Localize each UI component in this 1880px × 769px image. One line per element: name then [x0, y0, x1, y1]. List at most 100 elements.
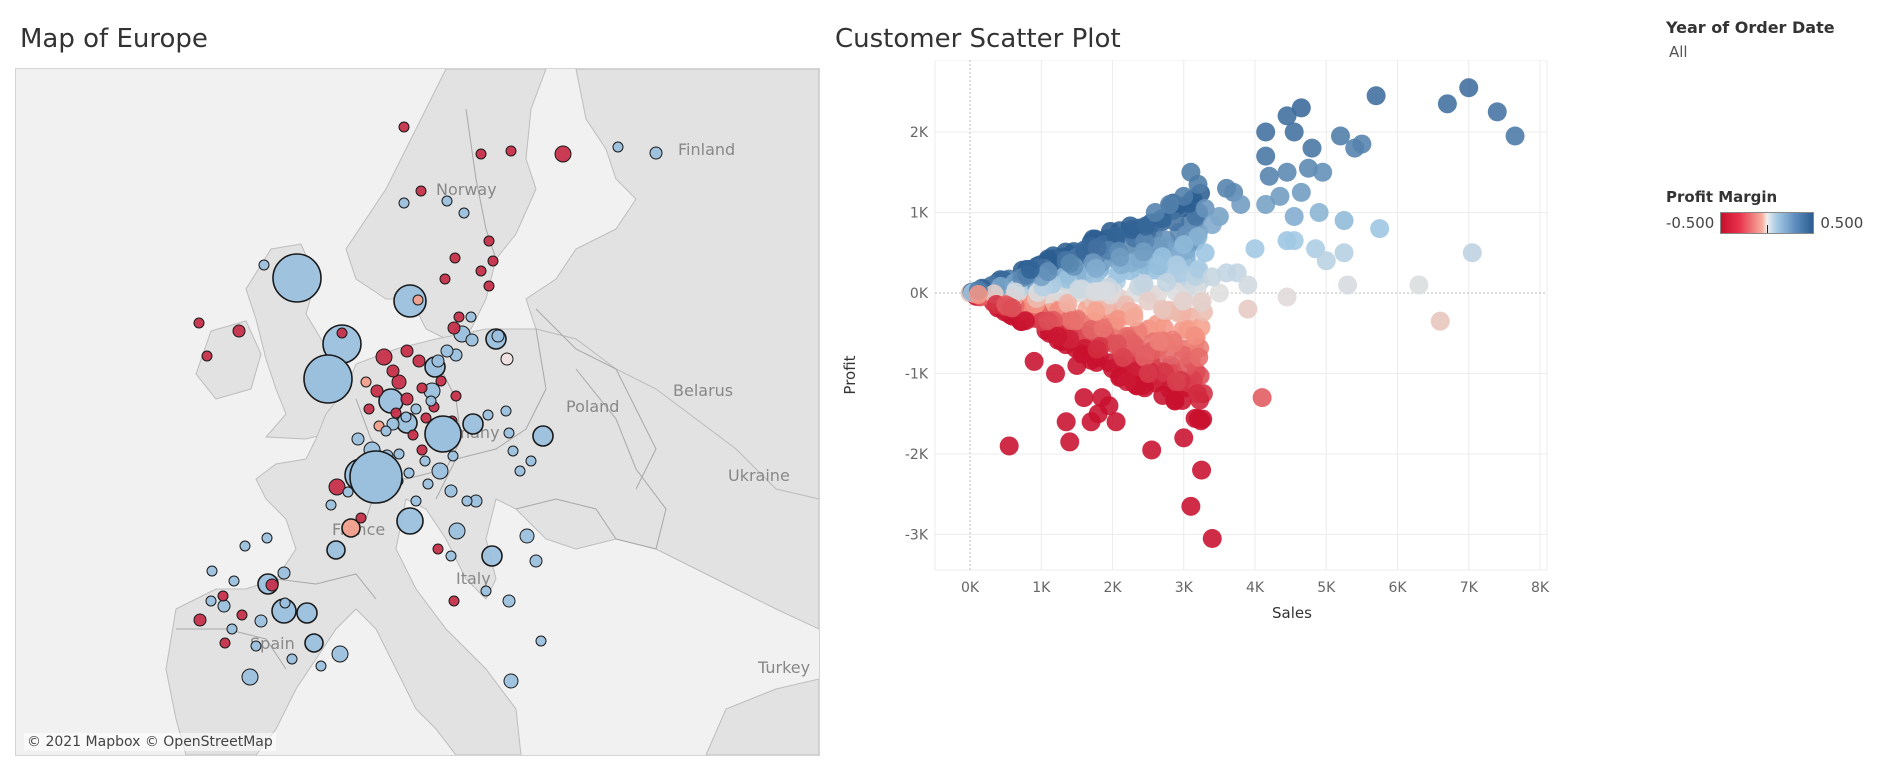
customer-point[interactable] — [1038, 311, 1058, 331]
country-sales-bubble[interactable] — [439, 273, 451, 285]
country-sales-bubble[interactable] — [453, 311, 465, 323]
customer-point[interactable] — [1142, 440, 1162, 460]
country-sales-bubble[interactable] — [554, 145, 572, 163]
customer-point[interactable] — [1366, 86, 1386, 106]
country-sales-bubble[interactable] — [449, 252, 461, 264]
customer-point[interactable] — [1238, 275, 1258, 295]
country-sales-bubble[interactable] — [422, 478, 434, 490]
customer-point[interactable] — [1110, 247, 1130, 267]
customer-point[interactable] — [1056, 412, 1076, 432]
country-sales-bubble[interactable] — [481, 545, 503, 567]
country-sales-bubble[interactable] — [435, 375, 447, 387]
customer-point[interactable] — [1231, 194, 1251, 214]
country-sales-bubble[interactable] — [529, 554, 543, 568]
country-sales-bubble[interactable] — [500, 352, 514, 366]
country-sales-bubble[interactable] — [201, 350, 213, 362]
customer-point[interactable] — [1038, 262, 1058, 282]
country-sales-bubble[interactable] — [325, 499, 337, 511]
customer-point[interactable] — [1505, 126, 1525, 146]
country-sales-bubble[interactable] — [482, 409, 494, 421]
country-sales-bubble[interactable] — [440, 344, 454, 358]
country-sales-bubble[interactable] — [649, 146, 663, 160]
country-sales-bubble[interactable] — [193, 317, 205, 329]
customer-point[interactable] — [1316, 251, 1336, 271]
country-sales-bubble[interactable] — [386, 364, 400, 378]
customer-point[interactable] — [1334, 243, 1354, 263]
country-sales-bubble[interactable] — [328, 478, 346, 496]
customer-point[interactable] — [1069, 279, 1089, 299]
country-sales-bubble[interactable] — [400, 392, 414, 406]
country-sales-bubble[interactable] — [441, 195, 453, 207]
customer-point[interactable] — [1409, 275, 1429, 295]
customer-point[interactable] — [1313, 162, 1333, 182]
country-sales-bubble[interactable] — [487, 255, 499, 267]
country-sales-bubble[interactable] — [475, 148, 487, 160]
country-sales-bubble[interactable] — [431, 354, 445, 368]
customer-point[interactable] — [1195, 198, 1215, 218]
customer-point[interactable] — [1086, 258, 1106, 278]
map-bubbles[interactable] — [193, 121, 663, 689]
country-sales-bubble[interactable] — [341, 518, 361, 538]
country-sales-bubble[interactable] — [355, 512, 367, 524]
country-sales-bubble[interactable] — [507, 445, 519, 457]
customer-point[interactable] — [1024, 351, 1044, 371]
country-sales-bubble[interactable] — [193, 613, 207, 627]
country-sales-bubble[interactable] — [525, 455, 537, 467]
customer-point[interactable] — [1277, 287, 1297, 307]
customer-point[interactable] — [1160, 194, 1179, 214]
customer-point[interactable] — [968, 284, 988, 304]
customer-point[interactable] — [1252, 388, 1272, 408]
country-sales-bubble[interactable] — [277, 566, 291, 580]
country-sales-bubble[interactable] — [265, 578, 279, 592]
country-sales-bubble[interactable] — [532, 425, 554, 447]
country-sales-bubble[interactable] — [412, 354, 426, 368]
customer-point[interactable] — [1135, 347, 1155, 367]
customer-point[interactable] — [1087, 339, 1107, 359]
country-sales-bubble[interactable] — [475, 265, 487, 277]
customer-point[interactable] — [1067, 355, 1087, 375]
country-sales-bubble[interactable] — [236, 609, 248, 621]
customer-point[interactable] — [1302, 138, 1322, 158]
country-sales-bubble[interactable] — [226, 623, 238, 635]
customer-point[interactable] — [1277, 106, 1297, 126]
country-sales-bubble[interactable] — [465, 311, 477, 323]
customer-point[interactable] — [1106, 412, 1126, 432]
customer-point[interactable] — [1334, 211, 1354, 231]
customer-point[interactable] — [1338, 275, 1358, 295]
customer-point[interactable] — [1298, 158, 1318, 178]
country-sales-bubble[interactable] — [447, 450, 459, 462]
customer-point[interactable] — [1002, 298, 1022, 318]
country-sales-bubble[interactable] — [250, 640, 262, 652]
customer-point[interactable] — [1174, 428, 1194, 448]
country-sales-bubble[interactable] — [416, 382, 428, 394]
customer-point[interactable] — [1256, 122, 1276, 142]
country-sales-bubble[interactable] — [612, 141, 624, 153]
customer-point[interactable] — [1277, 162, 1297, 182]
customer-point[interactable] — [1061, 311, 1081, 331]
country-sales-bubble[interactable] — [514, 465, 526, 477]
country-sales-bubble[interactable] — [500, 405, 512, 417]
country-sales-bubble[interactable] — [491, 329, 505, 343]
customer-point[interactable] — [1106, 226, 1126, 246]
customer-point[interactable] — [1195, 243, 1215, 263]
year-filter[interactable]: Year of Order Date All — [1666, 18, 1835, 61]
year-filter-value[interactable]: All — [1669, 43, 1688, 61]
country-sales-bubble[interactable] — [403, 467, 415, 479]
customer-point[interactable] — [1245, 239, 1265, 259]
country-sales-bubble[interactable] — [254, 614, 268, 628]
country-sales-bubble[interactable] — [279, 597, 291, 609]
country-sales-bubble[interactable] — [241, 668, 259, 686]
customer-point[interactable] — [1165, 390, 1185, 410]
country-sales-bubble[interactable] — [458, 207, 470, 219]
country-sales-bubble[interactable] — [370, 384, 384, 398]
country-sales-bubble[interactable] — [431, 462, 449, 480]
country-sales-bubble[interactable] — [217, 599, 231, 613]
customer-point[interactable] — [1462, 243, 1482, 263]
country-sales-bubble[interactable] — [258, 259, 270, 271]
country-sales-bubble[interactable] — [420, 412, 432, 424]
country-sales-bubble[interactable] — [375, 348, 393, 366]
country-sales-bubble[interactable] — [462, 413, 484, 435]
country-sales-bubble[interactable] — [296, 602, 318, 624]
country-sales-bubble[interactable] — [304, 633, 324, 653]
